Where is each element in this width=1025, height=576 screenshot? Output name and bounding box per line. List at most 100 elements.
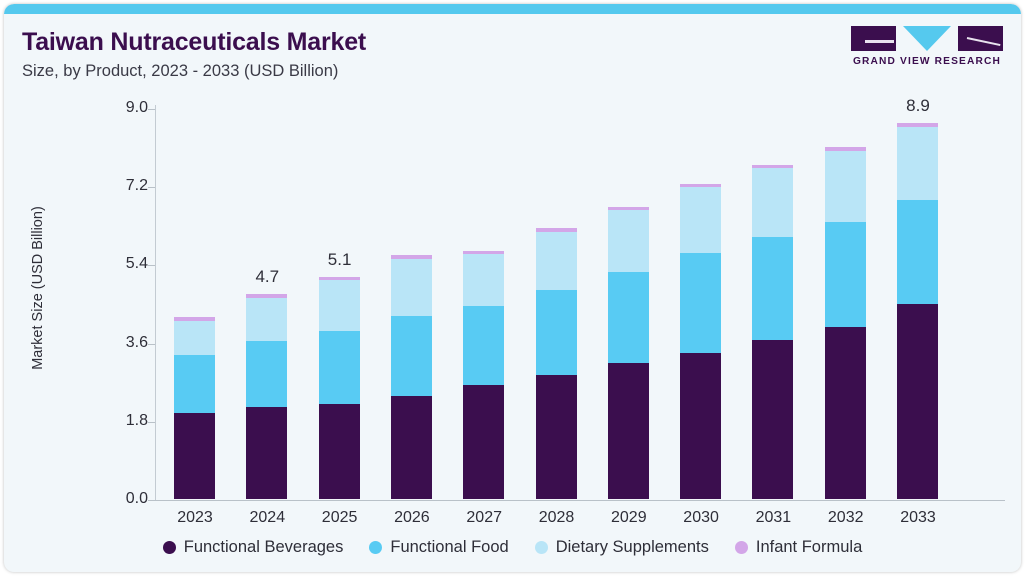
bar-segment[interactable] (752, 164, 794, 168)
bar-segment[interactable] (607, 271, 649, 364)
bar-segment[interactable] (463, 253, 505, 306)
bar-segment[interactable] (752, 167, 794, 238)
bar-segment[interactable] (752, 340, 794, 499)
logo-letter-v-icon (903, 26, 951, 51)
y-axis-tick-mark (148, 421, 155, 423)
bar-stack[interactable] (174, 317, 215, 499)
bar-segment[interactable] (318, 403, 360, 499)
bar-segment[interactable] (824, 150, 866, 222)
logo-letter-r-icon (958, 26, 1003, 51)
bar-segment[interactable] (318, 330, 360, 404)
bar-segment[interactable] (246, 340, 288, 407)
bar-segment[interactable] (174, 317, 215, 321)
chart-plot-area: Market Size (USD Billion) 0.0 1.8 3.6 5.4 7.… (4, 4, 1021, 572)
bar-value-label: 5.1 (327, 249, 352, 269)
y-axis-line (155, 105, 156, 501)
x-axis-tick-label: 2025 (321, 509, 358, 526)
bar-segment[interactable] (535, 374, 577, 499)
y-axis-tick-label: 0.0 (125, 490, 148, 507)
bar-stack[interactable] (897, 123, 938, 499)
logo-marks (851, 26, 1003, 52)
bar-value-label: 4.7 (255, 267, 280, 287)
bar-segment[interactable] (680, 253, 722, 353)
legend-item[interactable]: Infant Formula (734, 538, 863, 557)
legend-label: Infant Formula (755, 538, 863, 556)
x-axis-line (155, 500, 1005, 501)
legend-color-swatch-icon (162, 541, 176, 554)
bar-segment[interactable] (607, 206, 649, 211)
page-title: Taiwan Nutraceuticals Market (22, 28, 367, 56)
legend-item[interactable]: Functional Beverages (162, 538, 343, 557)
bar-segment[interactable] (390, 396, 432, 499)
bar-stack[interactable] (318, 277, 360, 499)
bar-segment[interactable] (607, 210, 649, 272)
bar-stack[interactable] (390, 255, 432, 499)
legend-item[interactable]: Functional Food (369, 538, 509, 557)
bar-segment[interactable] (318, 280, 360, 331)
y-axis-tick-label: 5.4 (125, 255, 148, 273)
bar-stack[interactable] (680, 183, 722, 499)
bar-segment[interactable] (824, 147, 866, 151)
x-axis-tick-label: 2023 (177, 509, 213, 526)
bar-segment[interactable] (680, 187, 722, 254)
y-axis-tick-label: 1.8 (125, 411, 148, 429)
bar-stack[interactable] (607, 206, 649, 499)
x-axis-tick-label: 2026 (394, 509, 430, 526)
x-axis-tick-label: 2024 (249, 509, 286, 526)
x-axis-tick-label: 2033 (900, 509, 936, 526)
bar-segment[interactable] (174, 412, 215, 499)
bar-segment[interactable] (752, 237, 794, 340)
bar-segment[interactable] (318, 277, 360, 281)
bar-segment[interactable] (897, 303, 938, 499)
bar-segment[interactable] (390, 258, 432, 316)
bar-segment[interactable] (246, 294, 288, 298)
y-axis-tick-mark (148, 187, 155, 189)
bar-segment[interactable] (463, 384, 505, 499)
bar-stack[interactable] (463, 250, 505, 499)
bar-segment[interactable] (390, 315, 432, 397)
accent-bar (4, 4, 1021, 14)
bar-segment[interactable] (535, 289, 577, 375)
bar-segment[interactable] (174, 355, 215, 413)
page-subtitle: Size, by Product, 2023 - 2033 (USD Billi… (22, 62, 339, 80)
bar-stack[interactable] (535, 228, 577, 499)
x-axis-tick-label: 2030 (683, 509, 719, 526)
legend-label: Functional Food (390, 538, 509, 556)
bar-segment[interactable] (824, 221, 866, 327)
bar-segment[interactable] (680, 183, 722, 188)
bar-stack[interactable] (752, 164, 794, 499)
legend-color-swatch-icon (534, 541, 548, 554)
brand-logo: GRAND VIEW RESEARCH (851, 26, 1003, 76)
bar-segment[interactable] (463, 305, 505, 385)
bar-segment[interactable] (535, 231, 577, 290)
y-axis-ticks: 0.0 1.8 3.6 5.4 7.2 9.0 (102, 4, 148, 572)
bar-segment[interactable] (174, 320, 215, 356)
y-axis-tick-label: 7.2 (125, 177, 148, 195)
y-axis-tick-mark (148, 343, 155, 345)
bar-segment[interactable] (390, 255, 432, 259)
bar-segment[interactable] (824, 326, 866, 499)
bar-segment[interactable] (463, 250, 505, 254)
bar-segment[interactable] (897, 127, 938, 201)
bar-segment[interactable] (246, 297, 288, 341)
bar-series-container: 2023 4.7 2024 5.1 2025 2026 2027 2028 2029 2030 20… (4, 4, 1021, 572)
x-axis-tick-label: 2032 (827, 509, 864, 526)
bar-segment[interactable] (897, 123, 938, 128)
bar-stack[interactable] (824, 147, 866, 499)
legend-label: Dietary Supplements (555, 538, 709, 556)
x-axis-tick-label: 2031 (755, 509, 792, 526)
bar-segment[interactable] (680, 352, 722, 499)
y-axis-tick-label: 9.0 (125, 99, 148, 116)
chart-legend: Functional Beverages Functional Food Dieta… (4, 538, 1021, 557)
x-axis-tick-label: 2028 (538, 509, 575, 526)
bar-stack[interactable] (246, 294, 288, 499)
bar-segment[interactable] (535, 228, 577, 232)
logo-text: GRAND VIEW RESEARCH (852, 56, 1002, 67)
bar-segment[interactable] (246, 406, 288, 499)
legend-item[interactable]: Dietary Supplements (534, 538, 709, 557)
y-axis-tick-mark (148, 265, 155, 267)
bar-segment[interactable] (897, 200, 938, 304)
chart-card: Taiwan Nutraceuticals Market Size, by Pr… (4, 4, 1021, 572)
bar-segment[interactable] (607, 363, 649, 499)
y-axis-tick-mark (148, 500, 155, 501)
